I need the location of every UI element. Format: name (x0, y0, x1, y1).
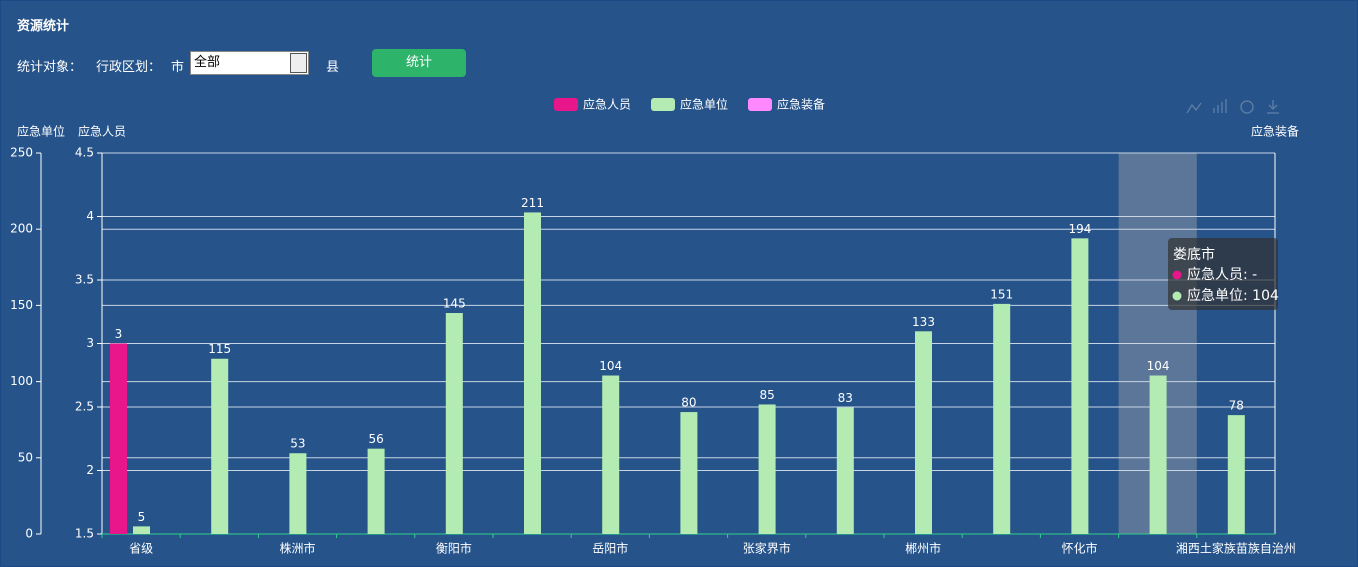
page-title: 资源统计 (17, 19, 70, 34)
y2-tick-label: 200 (10, 222, 33, 236)
region-label: 行政区划： (96, 60, 162, 75)
bar (1149, 375, 1167, 534)
bar (915, 331, 932, 534)
y3-axis-title: 应急装备 (1251, 124, 1299, 139)
y-tick-label: 4 (86, 209, 94, 223)
x-tick-label: 湘西土家族苗族自治州 (1176, 541, 1296, 556)
bar-value-label: 3 (115, 327, 123, 341)
tooltip-dot (1172, 291, 1182, 301)
bar (602, 375, 620, 534)
bar (680, 412, 698, 534)
bar-value-label: 78 (1229, 399, 1244, 413)
x-tick-label: 株洲市 (279, 541, 315, 556)
tool-restore[interactable] (1240, 100, 1254, 114)
bar-value-label: 115 (208, 342, 231, 356)
legend-label: 应急单位 (680, 97, 728, 112)
y2-tick-label: 0 (25, 527, 33, 541)
y2-tick-label: 250 (10, 146, 33, 160)
bar (289, 453, 307, 534)
city-select-value: 全部 (194, 55, 221, 70)
y2-tick-label: 150 (10, 298, 33, 312)
bar-value-label: 133 (912, 315, 935, 329)
bar-value-label: 85 (759, 388, 774, 402)
legend-swatch (554, 98, 578, 111)
legend-swatch (748, 98, 772, 111)
x-tick-label: 怀化市 (1061, 541, 1097, 556)
y-tick-label: 3.5 (75, 273, 94, 287)
y-axis-title: 应急人员 (78, 124, 126, 139)
tool-bar[interactable] (1213, 99, 1227, 113)
y2-tick-label: 50 (18, 450, 33, 464)
y-tick-label: 3 (86, 336, 94, 350)
bar-value-label: 211 (521, 196, 544, 210)
county-label: 县 (326, 60, 340, 75)
x-tick-label: 郴州市 (905, 541, 941, 556)
tooltip-row: 应急人员: - (1187, 266, 1257, 283)
x-tick-label: 张家界市 (743, 541, 791, 556)
bar (524, 212, 541, 534)
bar-value-label: 151 (990, 287, 1013, 301)
y-tick-label: 2.5 (75, 400, 94, 414)
y-tick-label: 4.5 (75, 146, 94, 160)
object-label: 统计对象： (17, 60, 83, 75)
bar-value-label: 194 (1068, 222, 1091, 236)
bar-value-label: 53 (290, 437, 305, 451)
tooltip-row: 应急单位: 104 (1187, 287, 1279, 304)
bar (133, 526, 150, 534)
bar (445, 313, 463, 534)
bar (836, 407, 854, 534)
city-label: 市 (171, 60, 185, 75)
y2-axis-title: 应急单位 (17, 124, 65, 139)
bar-value-label: 80 (681, 396, 696, 410)
x-tick-label: 省级 (129, 542, 153, 556)
x-tick-label: 岳阳市 (592, 541, 628, 556)
bar-value-label: 104 (1147, 359, 1170, 373)
tool-line[interactable] (1186, 102, 1202, 114)
y-tick-label: 2 (86, 463, 94, 477)
bar-value-label: 83 (838, 391, 853, 405)
tool-save[interactable] (1267, 100, 1279, 114)
tooltip-dot (1172, 270, 1182, 280)
bar (110, 343, 127, 534)
y2-tick-label: 100 (10, 374, 33, 388)
x-tick-label: 衡阳市 (436, 541, 472, 556)
bar (211, 358, 229, 534)
bar (993, 303, 1011, 534)
legend-label: 应急装备 (777, 97, 825, 112)
bar (1227, 415, 1245, 534)
city-select[interactable]: 全部 (190, 51, 309, 75)
tooltip-box (1168, 238, 1278, 310)
bar-value-label: 56 (368, 432, 383, 446)
tooltip-title: 娄底市 (1173, 246, 1215, 263)
select-arrow (290, 53, 307, 73)
submit-button[interactable]: 统计 (372, 49, 466, 77)
legend-swatch (651, 98, 675, 111)
bar-value-label: 104 (599, 359, 622, 373)
bar-value-label: 145 (443, 297, 466, 311)
legend-label: 应急人员 (583, 97, 631, 112)
bar (758, 404, 776, 534)
toolbox (1186, 99, 1279, 114)
bar (367, 448, 385, 534)
y-tick-label: 1.5 (75, 527, 94, 541)
bar (1071, 238, 1089, 534)
bar-value-label: 5 (138, 510, 146, 524)
